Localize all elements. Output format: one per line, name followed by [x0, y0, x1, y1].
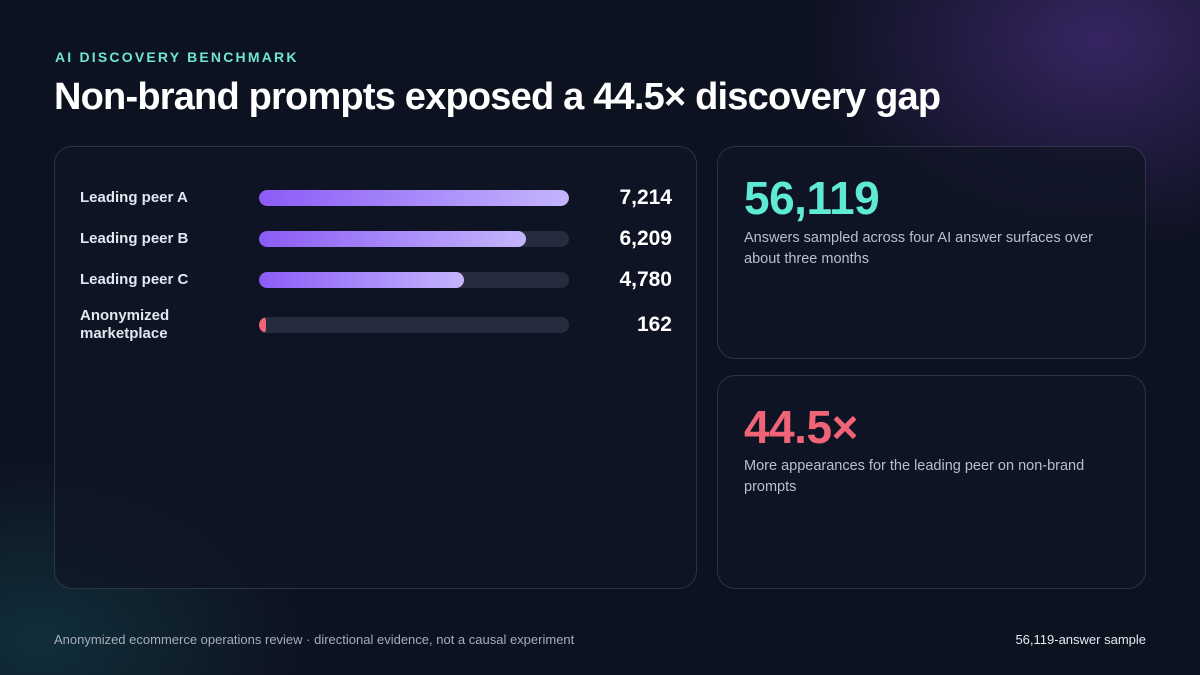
bar-row-peer-c: Leading peer C 4,780 [55, 258, 696, 302]
bar-value-label: 4,780 [619, 268, 672, 291]
bar-fill [259, 317, 266, 333]
bar-chart-panel: Leading peer A 7,214 Leading peer B 6,20… [54, 146, 697, 589]
bar-fill [259, 190, 569, 206]
bar-row-peer-b: Leading peer B 6,209 [55, 217, 696, 261]
bar-row-peer-a: Leading peer A 7,214 [55, 176, 696, 220]
bar-fill [259, 272, 465, 288]
bar-row-marketplace: Anonymized marketplace 162 [55, 303, 696, 347]
page-title: Non-brand prompts exposed a 44.5× discov… [54, 76, 941, 118]
stat-description: More appearances for the leading peer on… [744, 458, 1085, 495]
bar-value-label: 7,214 [619, 186, 672, 209]
bar-label: Leading peer C [80, 271, 189, 288]
bar-fill [259, 231, 526, 247]
stat-value: 44.5× [744, 401, 858, 453]
bar-track [259, 190, 569, 206]
eyebrow-label: AI DISCOVERY BENCHMARK [55, 49, 299, 65]
bar-label: Leading peer A [80, 189, 188, 206]
stat-card-discovery-gap: 44.5× More appearances for the leading p… [717, 375, 1146, 589]
bar-label: Anonymized marketplace [80, 307, 170, 342]
bar-track [259, 231, 569, 247]
bar-track [259, 272, 569, 288]
stat-description: Answers sampled across four AI answer su… [744, 230, 1093, 267]
bar-track [259, 317, 569, 333]
footer-note: Anonymized ecommerce operations review ·… [54, 632, 575, 647]
bar-label: Leading peer B [80, 230, 189, 247]
stat-value: 56,119 [744, 172, 880, 224]
stat-card-sample-size: 56,119 Answers sampled across four AI an… [717, 146, 1146, 359]
bar-value-label: 162 [636, 313, 672, 336]
footer-sample-size: 56,119-answer sample [1015, 632, 1146, 647]
bar-value-label: 6,209 [619, 227, 672, 250]
